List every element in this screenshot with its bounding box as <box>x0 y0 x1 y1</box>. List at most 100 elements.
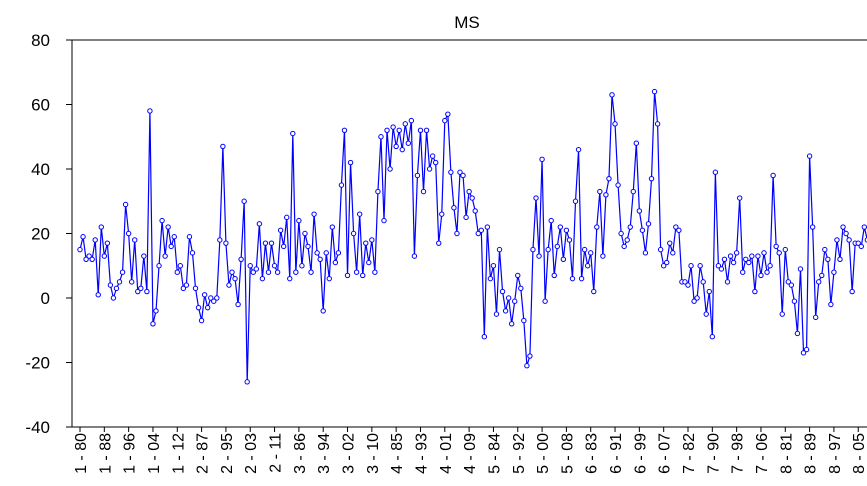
data-point <box>259 275 266 282</box>
data-point <box>466 188 472 195</box>
data-point <box>195 304 202 311</box>
data-point <box>791 298 798 304</box>
data-point <box>797 266 804 272</box>
data-point <box>660 263 667 269</box>
data-point <box>153 308 159 314</box>
data-point <box>712 169 719 175</box>
x-tick-label: 4 - 93 <box>413 433 430 474</box>
data-point <box>505 295 512 301</box>
data-point <box>329 224 336 230</box>
data-point <box>229 269 235 275</box>
data-point <box>156 263 162 269</box>
data-point <box>834 237 840 243</box>
data-point <box>341 127 348 134</box>
data-point <box>621 243 627 250</box>
data-point <box>542 298 548 304</box>
data-point <box>560 256 567 262</box>
data-point <box>508 321 515 327</box>
x-tick-label: 7 - 90 <box>705 433 722 474</box>
data-point <box>645 221 652 227</box>
data-point <box>138 285 144 292</box>
data-point <box>83 256 89 262</box>
x-tick-label: 6 - 07 <box>657 433 674 474</box>
data-point <box>214 295 220 301</box>
x-tick-label: 3 - 02 <box>341 433 358 474</box>
data-point <box>654 121 661 127</box>
data-point <box>581 246 588 253</box>
x-tick-label: 1 - 88 <box>97 433 114 474</box>
data-point <box>384 127 390 134</box>
data-point <box>238 256 244 262</box>
data-point <box>353 269 360 275</box>
data-point <box>490 263 497 269</box>
data-point <box>767 263 773 269</box>
data-point <box>128 279 135 285</box>
x-tick-label: 1 - 80 <box>73 433 90 474</box>
data-point <box>776 250 782 256</box>
data-point <box>141 253 147 259</box>
plot-frame <box>71 39 867 428</box>
data-point <box>743 256 749 262</box>
chart-title: MS <box>454 13 480 32</box>
data-point <box>648 175 655 182</box>
x-tick-label: 5 - 08 <box>559 433 576 474</box>
data-point <box>630 188 636 195</box>
y-tick-label: 40 <box>31 160 50 179</box>
data-point <box>189 250 196 256</box>
data-point <box>132 237 138 243</box>
x-tick-label: 6 - 83 <box>584 433 601 474</box>
data-point <box>107 282 114 288</box>
data-point <box>736 195 743 201</box>
y-tick-label: 60 <box>31 96 50 115</box>
data-point <box>566 237 573 243</box>
data-point <box>80 234 86 240</box>
data-point <box>624 237 630 243</box>
data-point <box>633 140 640 146</box>
data-point <box>338 182 345 188</box>
y-tick-label: 0 <box>41 289 50 308</box>
data-point <box>545 246 551 253</box>
x-tick-label: 2 - 03 <box>243 433 260 474</box>
data-point <box>457 169 463 175</box>
data-point <box>502 308 509 314</box>
data-point <box>843 230 849 237</box>
data-point <box>220 143 226 150</box>
data-point <box>758 272 764 279</box>
data-point <box>721 256 728 262</box>
x-tick-label: 6 - 91 <box>608 433 625 474</box>
data-point <box>326 275 332 282</box>
data-point <box>812 314 819 321</box>
data-point <box>709 334 716 340</box>
data-point <box>673 224 679 230</box>
data-point <box>463 214 469 221</box>
data-point <box>569 275 576 282</box>
data-point <box>472 208 478 214</box>
data-point <box>235 301 241 308</box>
x-tick-label: 5 - 00 <box>535 433 552 474</box>
data-point <box>803 346 810 353</box>
data-point <box>782 246 788 253</box>
data-point <box>159 217 165 224</box>
data-point <box>749 253 755 259</box>
data-point <box>800 350 807 356</box>
data-point <box>578 275 585 282</box>
data-point <box>98 224 104 230</box>
data-point <box>794 330 801 337</box>
data-point <box>575 146 582 153</box>
data-point <box>174 269 180 275</box>
data-point <box>323 250 329 256</box>
data-point <box>819 272 825 279</box>
data-point <box>226 282 232 288</box>
data-point <box>487 275 494 282</box>
x-tick-label: 3 - 86 <box>292 433 309 474</box>
series-line <box>79 91 867 382</box>
data-point <box>147 108 153 114</box>
data-point <box>752 288 758 295</box>
data-point <box>299 263 305 269</box>
data-point <box>518 285 524 292</box>
data-point <box>317 256 323 262</box>
data-point <box>451 205 457 211</box>
data-point <box>697 263 703 269</box>
data-point <box>788 282 795 288</box>
data-point <box>563 227 570 233</box>
